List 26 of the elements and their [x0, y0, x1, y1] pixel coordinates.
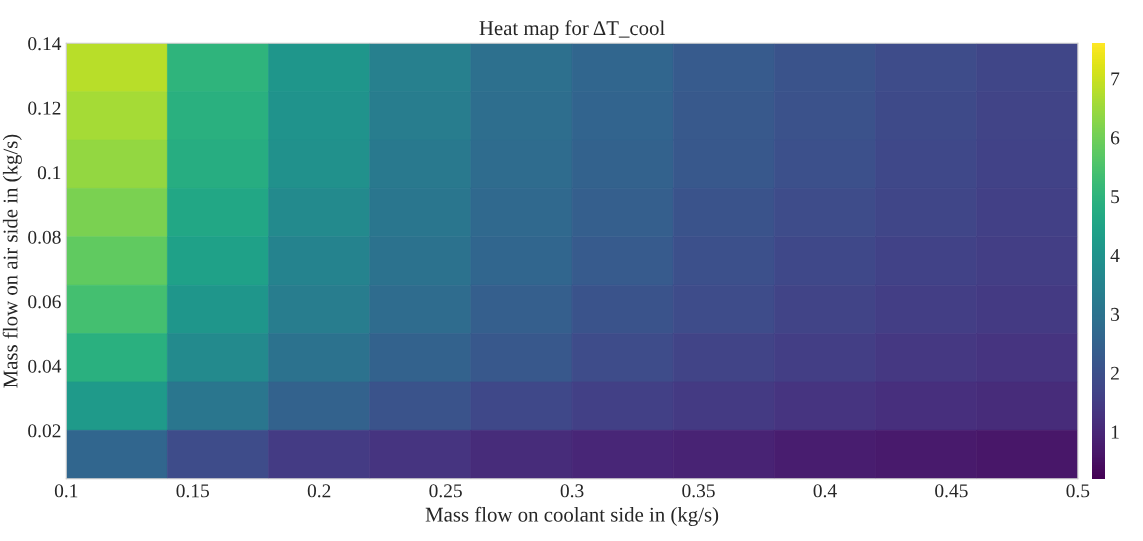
- color-bar-label: 2: [1111, 366, 1119, 380]
- y-axis-title: Mass flow on air side in (kg/s): [2, 134, 22, 388]
- color-bar-label: 3: [1111, 307, 1120, 321]
- x-tick-label: 0.45: [935, 484, 968, 498]
- y-tick-label: 0.12: [28, 101, 61, 115]
- x-tick-label: 0.2: [307, 484, 331, 498]
- y-tick-label: 0.14: [28, 37, 62, 51]
- x-tick-label: 0.1: [54, 484, 78, 498]
- x-tick-label: 0.5: [1066, 484, 1090, 498]
- y-tick-label: 0.02: [28, 424, 61, 438]
- color-bar-label: 1: [1111, 425, 1119, 439]
- y-tick-label: 0.08: [28, 230, 61, 244]
- color-bar-label: 6: [1110, 131, 1120, 145]
- x-axis-title: Mass flow on coolant side in (kg/s): [425, 506, 719, 526]
- x-tick-label: 0.35: [682, 484, 715, 498]
- x-tick-label: 0.15: [176, 484, 209, 498]
- color-bar-label: 4: [1110, 249, 1120, 262]
- x-tick-label: 0.25: [429, 484, 462, 498]
- x-tick-label: 0.3: [560, 484, 584, 498]
- chart-title: Heat map for ΔT_cool: [479, 20, 665, 40]
- y-tick-label: 0.06: [28, 295, 61, 309]
- y-tick-label: 0.1: [37, 166, 61, 180]
- color-bar-label: 5: [1111, 190, 1120, 204]
- y-tick-label: 0.04: [28, 359, 62, 373]
- x-tick-label: 0.4: [813, 484, 837, 498]
- color-bar-label: 7: [1111, 72, 1120, 86]
